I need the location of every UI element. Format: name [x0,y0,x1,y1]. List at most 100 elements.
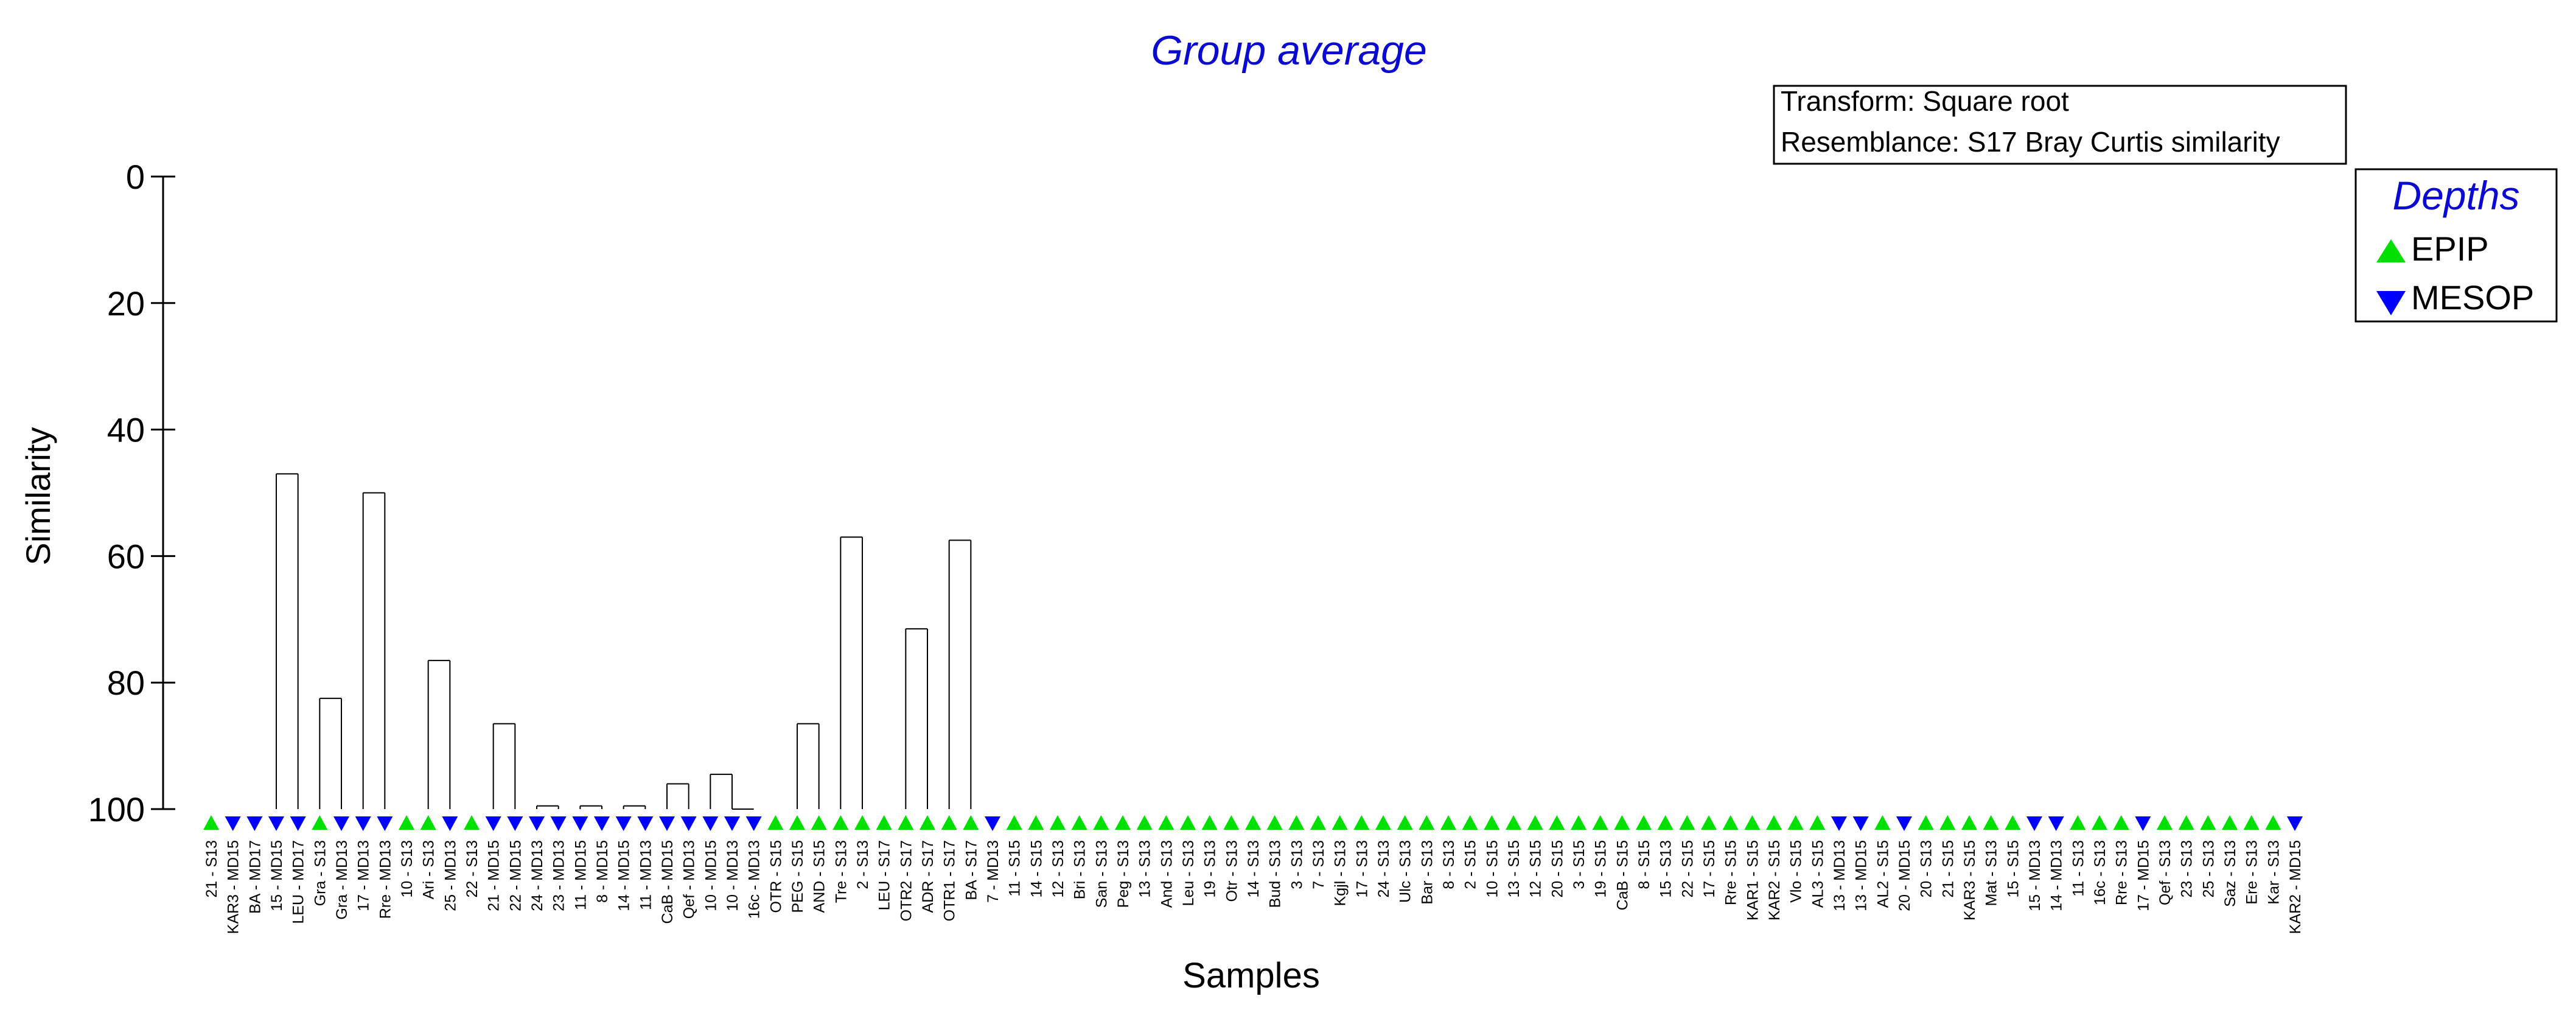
sample-label: AL3 - S15 [1809,840,1826,908]
sample-label: 13 - MD15 [1853,840,1870,911]
sample-marker-epip [1592,815,1608,830]
sample-label: 24 - MD13 [529,840,546,911]
y-tick-label: 0 [126,158,145,196]
sample-label: KAR1 - S15 [1744,840,1761,921]
sample-label: BA - MD17 [246,840,264,914]
sample-marker-epip [1419,815,1435,830]
sample-marker-epip [399,815,414,830]
sample-marker-epip [2157,815,2173,830]
sample-marker-mesop [333,816,349,831]
sample-marker-mesop [745,816,762,831]
sample-marker-epip [789,815,805,830]
sample-label: Ulc - S13 [1397,840,1414,903]
sample-marker-epip [1744,815,1761,830]
sample-marker-epip [920,815,935,830]
sample-label: 22 - MD15 [507,840,524,911]
sample-label: 11 - MD13 [637,840,654,910]
sample-label: 12 - S13 [1050,840,1067,898]
sample-marker-epip [1679,815,1695,830]
sample-marker-epip [1874,815,1891,830]
sample-label: Gra - S13 [312,840,329,906]
sample-label: 17 - MD13 [355,840,372,911]
info-resemblance: Resemblance: S17 Bray Curtis similarity [1781,126,2280,158]
y-axis: 0 20 40 60 80 100 [88,158,175,829]
sample-marker-epip [1397,815,1413,830]
y-tick-label: 20 [107,284,145,323]
sample-marker-epip [2178,815,2194,830]
sample-marker-epip [876,815,892,830]
sample-label: 21 - MD15 [486,840,503,911]
sample-label: 20 - S15 [1549,840,1566,898]
sample-label: 12 - S15 [1527,840,1545,898]
sample-marker-mesop [615,816,632,831]
sample-label: OTR - S15 [767,840,784,913]
sample-marker-epip [1766,815,1782,830]
sample-label: 3 - S15 [1571,840,1588,889]
sample-marker-epip [1223,815,1240,830]
sample-marker-mesop [1831,816,1847,831]
sample-marker-epip [2265,815,2281,830]
y-tick-label: 60 [107,537,145,575]
sample-marker-epip [1310,815,1326,830]
sample-label: 17 - MD15 [2135,840,2152,911]
sample-label: AND - S15 [811,840,828,913]
sample-label: 14 - MD15 [616,840,633,911]
sample-label: 17 - S15 [1701,840,1718,898]
sample-marker-epip [2005,815,2021,830]
sample-marker-epip [1549,815,1565,830]
sample-label: 8 - S13 [1440,840,1457,889]
sample-label: 15 - S15 [2005,840,2022,898]
sample-label: BA - S17 [963,840,980,900]
sample-marker-epip [2243,815,2260,830]
sample-marker-epip [1050,815,1066,830]
sample-label: 15 - MD13 [2026,840,2044,911]
sample-label: 13 - MD13 [1831,840,1848,911]
sample-label: 7 - S13 [1310,840,1327,889]
sample-label: Vlo - S15 [1788,840,1805,903]
sample-label: Rre - MD13 [377,840,394,919]
sample-marker-epip [941,815,957,830]
sample-marker-epip [1158,815,1175,830]
sample-marker-epip [1332,815,1348,830]
sample-label: 10 - S13 [399,840,416,898]
sample-label: 14 - S15 [1028,840,1045,898]
sample-label: KAR2 - MD15 [2287,840,2304,934]
sample-marker-mesop [659,816,675,831]
sample-marker-mesop [2026,816,2042,831]
sample-label: Peg - S13 [1115,840,1132,908]
sample-marker-epip [832,815,849,830]
sample-marker-epip [1245,815,1261,830]
sample-marker-epip [898,815,914,830]
sample-marker-epip [1266,815,1283,830]
sample-marker-mesop [724,816,740,831]
sample-label: AL2 - S15 [1874,840,1891,908]
y-axis-title: Similarity [19,427,57,565]
sample-marker-mesop [377,816,393,831]
sample-marker-epip [963,815,979,830]
sample-marker-epip [203,815,219,830]
sample-marker-epip [1462,815,1478,830]
sample-label: Bud - S13 [1267,840,1284,908]
sample-marker-epip [1115,815,1131,830]
sample-label: Qef - S13 [2157,840,2174,905]
sample-label: OTR2 - S17 [898,840,915,921]
legend-marker-mesop [2376,291,2406,315]
sample-label: 13 - S13 [1137,840,1154,898]
sample-markers [203,815,2303,831]
sample-label: PEG - S15 [789,840,806,913]
sample-marker-epip [1787,815,1804,830]
sample-label: Kgjl - S13 [1332,840,1349,906]
sample-label: 22 - S13 [464,840,481,898]
sample-marker-mesop [2048,816,2064,831]
sample-marker-epip [1939,815,1956,830]
sample-marker-epip [1288,815,1305,830]
sample-marker-epip [1006,815,1022,830]
sample-marker-mesop [2287,816,2303,831]
legend-label-epip: EPIP [2411,230,2489,268]
sample-label: Kar - S13 [2265,840,2282,905]
sample-marker-epip [1440,815,1456,830]
dendrogram-branches [276,473,972,810]
sample-label: 10 - MD13 [724,840,741,911]
sample-marker-mesop [442,816,458,831]
sample-marker-epip [420,815,436,830]
